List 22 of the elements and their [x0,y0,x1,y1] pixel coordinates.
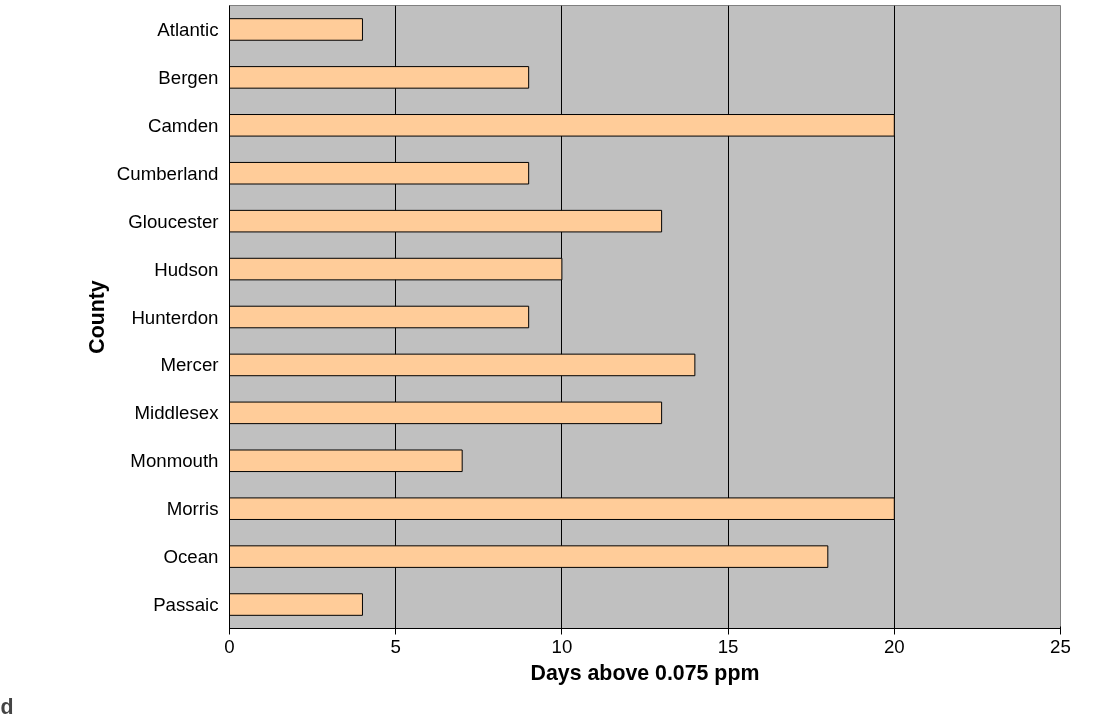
y-tick-label: Hudson [154,258,219,280]
y-tick-label: Atlantic [157,18,219,40]
x-tick-label: 10 [551,635,573,657]
y-tick-label: Camden [147,114,219,136]
x-tick-label: 15 [717,635,739,657]
x-tick-label: 0 [224,635,235,657]
x-axis-title: Days above 0.075 ppm [530,660,760,685]
text: d [0,694,14,719]
y-tick-label: Ocean [163,546,219,568]
y-tick-label: Passaic [153,594,219,616]
y-tick-label: Middlesex [134,402,220,424]
y-tick-label: Morris [166,498,219,520]
y-tick-label: Mercer [160,354,219,376]
y-tick-label: Cumberland [116,162,219,184]
x-tick-label: 25 [1050,635,1071,657]
y-tick-label: Hunterdon [131,306,219,328]
y-tick-label: Bergen [158,66,219,88]
x-tick-label: 20 [883,635,905,657]
x-tick-label: 5 [390,635,401,657]
y-axis-title: County [84,280,109,354]
y-tick-label: Monmouth [130,450,219,472]
y-tick-label: Gloucester [128,210,219,232]
